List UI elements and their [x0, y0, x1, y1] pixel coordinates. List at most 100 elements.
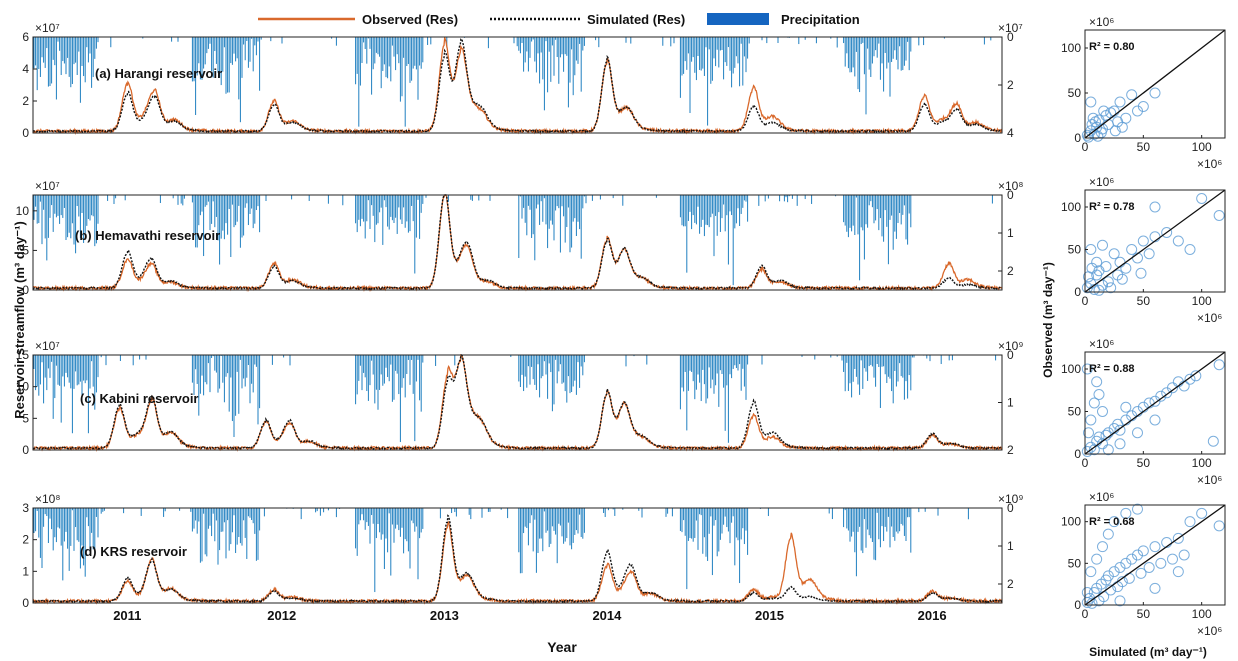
scatter-point	[1137, 545, 1149, 557]
year-label: 2013	[430, 608, 459, 623]
precipitation-bars	[33, 37, 992, 127]
scatter-point	[1085, 414, 1097, 426]
scatter-point	[1114, 96, 1126, 108]
scatter-y-tick-label: 50	[1068, 243, 1082, 257]
y-tick-label: 0	[22, 596, 29, 610]
year-label: 2016	[918, 608, 947, 623]
scatter-point	[1132, 503, 1143, 515]
scatter-x-exponent: ×10⁶	[1197, 157, 1222, 171]
scatter-y-tick-label: 100	[1061, 362, 1081, 376]
scatter-point	[1093, 431, 1105, 443]
scatter-y-exponent: ×10⁶	[1089, 175, 1114, 189]
y-tick-label: 2	[22, 94, 29, 108]
scatter-frame	[1084, 351, 1226, 455]
year-label: 2011	[113, 608, 141, 623]
scatter-point	[1155, 390, 1167, 402]
scatter-y-tick-label: 50	[1068, 556, 1082, 570]
y-tick-label: 6	[22, 30, 29, 44]
scatter-point	[1190, 370, 1202, 382]
scatter-x-tick-label: 100	[1192, 294, 1212, 308]
scatter-point	[1097, 406, 1108, 417]
scatter-y-exponent: ×10⁶	[1089, 490, 1114, 504]
scatter-point	[1120, 401, 1132, 413]
r2-label: R² = 0.68	[1089, 516, 1135, 528]
scatter-point	[1083, 131, 1094, 143]
scatter-point	[1108, 566, 1120, 578]
y-tick-label: 0	[22, 283, 29, 297]
precip-tick-label: 1	[1007, 226, 1014, 240]
scatter-point	[1085, 96, 1097, 108]
scatter-point	[1102, 276, 1114, 288]
scatter-x-tick-label: 0	[1082, 140, 1089, 154]
one-to-one-line	[1084, 29, 1226, 139]
scatter-point	[1149, 201, 1161, 213]
y-axis-label: Reservoir streamflow (m³ day⁻¹)	[12, 221, 27, 419]
precip-tick-label: 2	[1007, 264, 1014, 278]
legend-precipitation-swatch	[707, 13, 769, 25]
y-exponent: ×10⁷	[35, 339, 60, 353]
scatter-point	[1143, 248, 1155, 260]
y-tick-label: 5	[22, 411, 29, 425]
x-axis-label: Year	[547, 639, 577, 655]
scatter-y-tick-label: 0	[1074, 285, 1081, 299]
scatter-point	[1137, 101, 1149, 112]
panel-title: (b) Hemavathi reservoir	[75, 228, 220, 243]
y-tick-label: 15	[16, 348, 30, 362]
scatter-x-tick-label: 50	[1137, 607, 1151, 621]
scatter-point	[1149, 414, 1161, 426]
scatter-y-tick-label: 100	[1061, 515, 1081, 529]
scatter-point	[1213, 359, 1225, 371]
y-tick-label: 0	[22, 443, 29, 457]
scatter-x-tick-label: 0	[1082, 456, 1089, 470]
scatter-point	[1116, 273, 1128, 285]
scatter-panel: 00 50 50 100 100 ×10⁶ ×10⁶ R² = 0.68	[1061, 490, 1226, 638]
scatter-point	[1120, 557, 1132, 569]
scatter-point	[1120, 262, 1132, 274]
scatter-point	[1135, 567, 1147, 579]
simulated-series	[32, 194, 1002, 291]
scatter-point	[1100, 261, 1112, 272]
scatter-point	[1126, 244, 1138, 255]
scatter-point	[1149, 582, 1161, 594]
scatter-x-exponent: ×10⁶	[1197, 311, 1222, 325]
scatter-point	[1114, 424, 1126, 436]
precip-tick-label: 1	[1007, 539, 1014, 553]
scatter-x-exponent: ×10⁶	[1197, 624, 1222, 638]
scatter-point	[1213, 210, 1225, 221]
scatter-y-tick-label: 50	[1068, 405, 1082, 419]
scatter-point	[1102, 444, 1114, 456]
scatter-point	[1088, 444, 1100, 456]
scatter-point	[1126, 553, 1138, 565]
scatter-point	[1116, 121, 1128, 133]
panel-title: (c) Kabini reservoir	[80, 391, 199, 406]
panel-frame	[32, 194, 1003, 291]
scatter-x-exponent: ×10⁶	[1197, 473, 1222, 487]
y-tick-label: 2	[22, 533, 29, 547]
one-to-one-line	[1084, 189, 1226, 293]
scatter-point	[1132, 549, 1143, 561]
scatter-y-tick-label: 0	[1074, 598, 1081, 612]
one-to-one-line	[1084, 504, 1226, 606]
scatter-frame	[1084, 189, 1226, 293]
scatter-x-tick-label: 0	[1082, 294, 1089, 308]
scatter-point	[1097, 239, 1108, 251]
precip-tick-label: 0	[1007, 501, 1014, 515]
scatter-point	[1135, 267, 1147, 279]
scatter-point	[1102, 570, 1114, 582]
scatter-point	[1083, 427, 1094, 439]
scatter-point	[1161, 227, 1173, 238]
scatter-point	[1093, 389, 1105, 400]
y-exponent: ×10⁷	[35, 21, 60, 35]
precip-tick-label: 1	[1007, 396, 1014, 410]
scatter-point	[1098, 105, 1110, 117]
y-tick-label: 1	[22, 564, 29, 578]
one-to-one-line	[1084, 351, 1226, 455]
scatter-panel: 00 50 50 100 100 ×10⁶ ×10⁶ R² = 0.80	[1061, 15, 1226, 171]
scatter-panel: 00 50 50 100 100 ×10⁶ ×10⁶ R² = 0.78	[1061, 175, 1226, 325]
scatter-point	[1087, 112, 1099, 124]
